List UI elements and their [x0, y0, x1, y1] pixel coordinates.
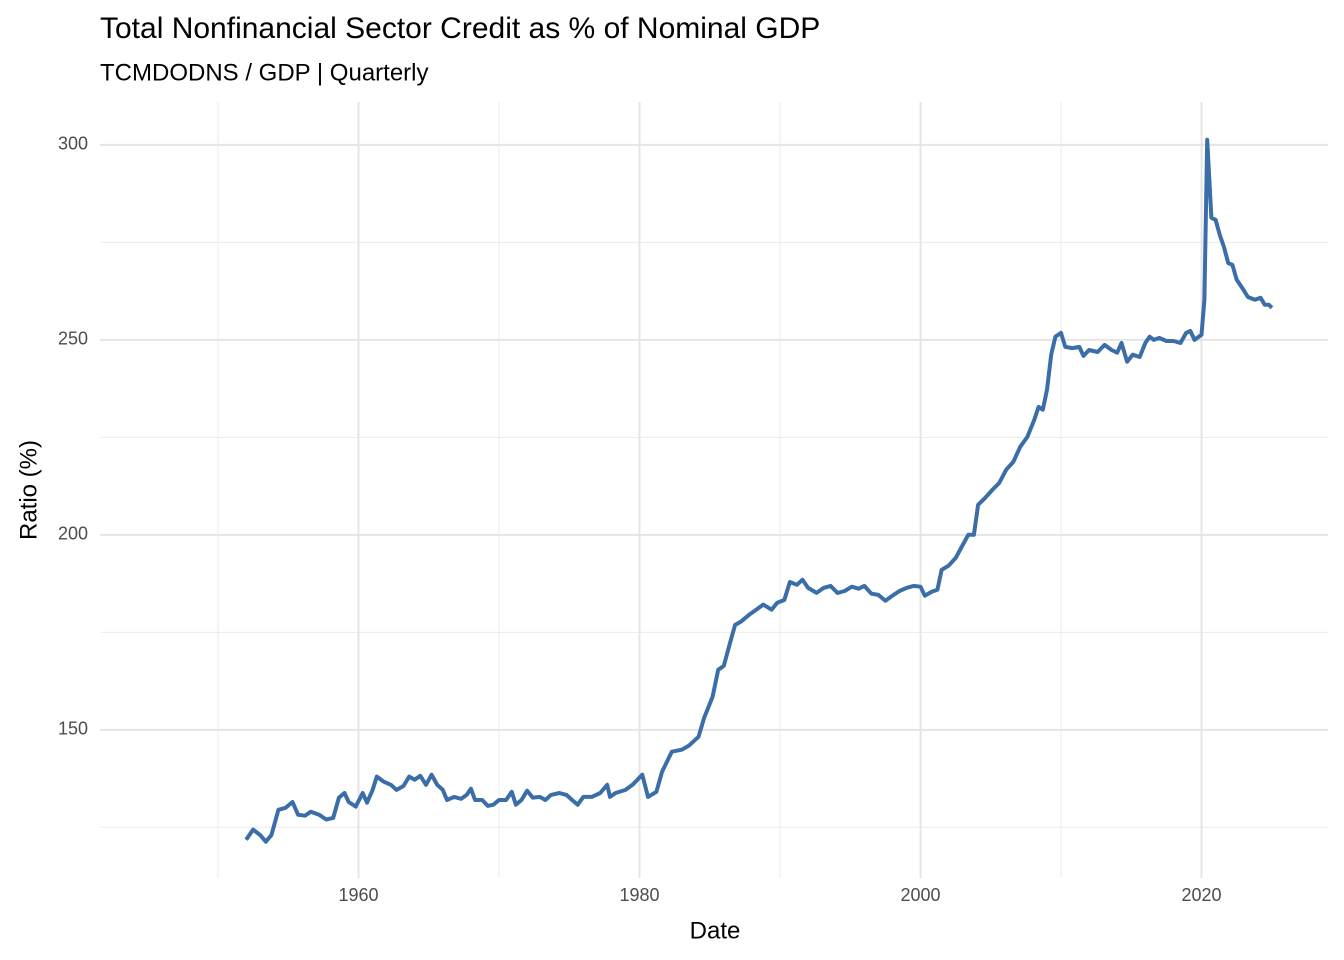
- y-tick-label: 250: [58, 329, 88, 349]
- y-tick-label: 200: [58, 524, 88, 544]
- x-tick-label: 1980: [620, 885, 660, 905]
- x-tick-label: 2020: [1182, 885, 1222, 905]
- x-axis-title: Date: [690, 917, 741, 944]
- x-tick-label: 1960: [339, 885, 379, 905]
- data-line: [244, 137, 1274, 844]
- y-tick-label: 300: [58, 134, 88, 154]
- y-axis-title: Ratio (%): [15, 440, 42, 540]
- x-tick-label: 2000: [901, 885, 941, 905]
- chart-subtitle: TCMDODNS / GDP | Quarterly: [100, 59, 429, 86]
- y-tick-label: 150: [58, 719, 88, 739]
- chart-title: Total Nonfinancial Sector Credit as % of…: [100, 12, 820, 45]
